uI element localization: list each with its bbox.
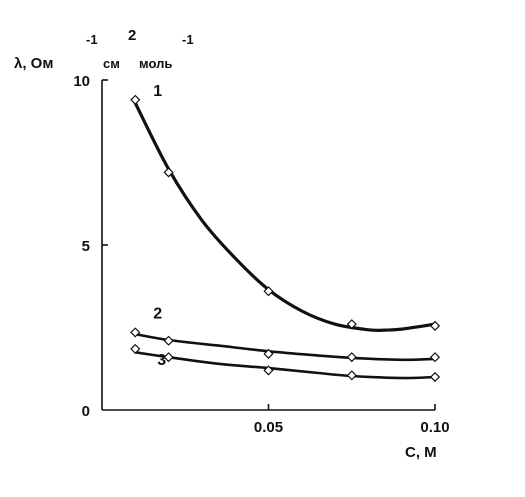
- series-3-point: [263, 365, 274, 376]
- series-1-point: [429, 320, 441, 331]
- series-1-point: [130, 94, 141, 105]
- y-ticks: 0 5 10: [73, 73, 108, 420]
- series-1-line: [133, 101, 437, 332]
- series-2-label: 2: [153, 305, 162, 322]
- series-3-point: [346, 370, 357, 381]
- series-2-point: [163, 335, 174, 346]
- series-1: 1: [130, 83, 441, 332]
- series-3-point: [429, 371, 441, 383]
- series-2-point: [263, 348, 274, 359]
- series-2: 2: [130, 305, 441, 363]
- x-ticks: 0.05 0.10: [254, 404, 450, 436]
- y-label-mid2: моль: [139, 56, 172, 71]
- series-1-point: [346, 319, 357, 330]
- series-3-point: [163, 352, 174, 363]
- y-label-sup2: 2: [128, 27, 136, 44]
- x-tick-label: 0.05: [254, 419, 283, 436]
- series-3-line: [134, 351, 437, 380]
- x-axis-label: C, M: [405, 444, 437, 461]
- x-tick-label: 0.10: [420, 419, 449, 436]
- y-tick-label: 10: [73, 73, 90, 90]
- series-2-line: [134, 332, 437, 362]
- series-1-label: 1: [153, 83, 162, 100]
- y-tick-label: 0: [82, 403, 90, 420]
- series-1-point: [163, 167, 174, 178]
- y-label-main: λ, Ом: [14, 55, 53, 72]
- y-axis-label: λ, Ом -1 см 2 моль -1: [14, 27, 194, 72]
- y-label-sup1: -1: [86, 32, 98, 47]
- y-label-sup3: -1: [182, 32, 194, 47]
- series-3-point: [130, 343, 141, 355]
- series-3: 3: [130, 343, 441, 383]
- series-group: 1 2 3: [130, 83, 441, 383]
- y-tick-label: 5: [82, 238, 90, 255]
- series-2-point: [429, 352, 441, 363]
- series-2-point: [130, 327, 141, 338]
- y-label-mid1: см: [103, 56, 120, 71]
- series-3-label: 3: [157, 352, 166, 369]
- series-1-point: [263, 286, 274, 297]
- series-2-point: [346, 352, 357, 363]
